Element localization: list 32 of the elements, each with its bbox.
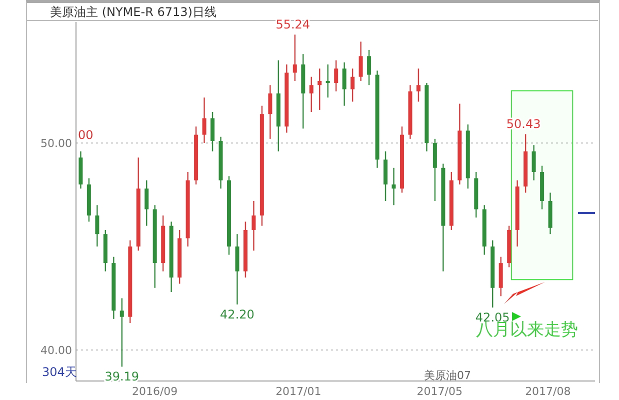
candlestick: [95, 204, 100, 248]
candlestick: [309, 76, 314, 113]
candlestick: [532, 144, 536, 181]
candlestick: [342, 62, 346, 106]
y-tick-label: 50.00: [40, 136, 72, 150]
annotation: 00: [78, 128, 94, 142]
y-tick-label: 40.00: [40, 344, 72, 357]
candlestick: [144, 180, 149, 226]
candlestick: [416, 68, 420, 102]
annotation: 42.20: [220, 307, 254, 322]
annotation: 304天: [42, 364, 77, 381]
candlestick: [210, 111, 215, 152]
candlestick: [202, 96, 206, 144]
candlestick: [120, 298, 124, 368]
candlestick: [326, 64, 330, 98]
annotation: 39.19: [104, 370, 140, 384]
candlestick: [392, 167, 396, 206]
candlestick: [367, 49, 372, 86]
candlestick: [292, 34, 297, 82]
x-tick-label: 2016/09: [132, 384, 178, 398]
annotation: 美原油07: [424, 368, 471, 383]
candlestick: [350, 68, 355, 102]
chart-title: 美原油主 (NYME-R 6713)日线: [50, 4, 216, 21]
candlestick: [318, 68, 322, 111]
annotation: 55.24: [276, 18, 310, 32]
x-tick-label: 2017/05: [416, 384, 463, 398]
x-tick-label: 2017/08: [525, 384, 571, 398]
candlestick: [268, 84, 272, 140]
candlestick: [334, 60, 338, 92]
candlestick: [252, 200, 256, 252]
x-tick-label: 2017/01: [276, 384, 322, 398]
candlestick: [358, 41, 363, 82]
